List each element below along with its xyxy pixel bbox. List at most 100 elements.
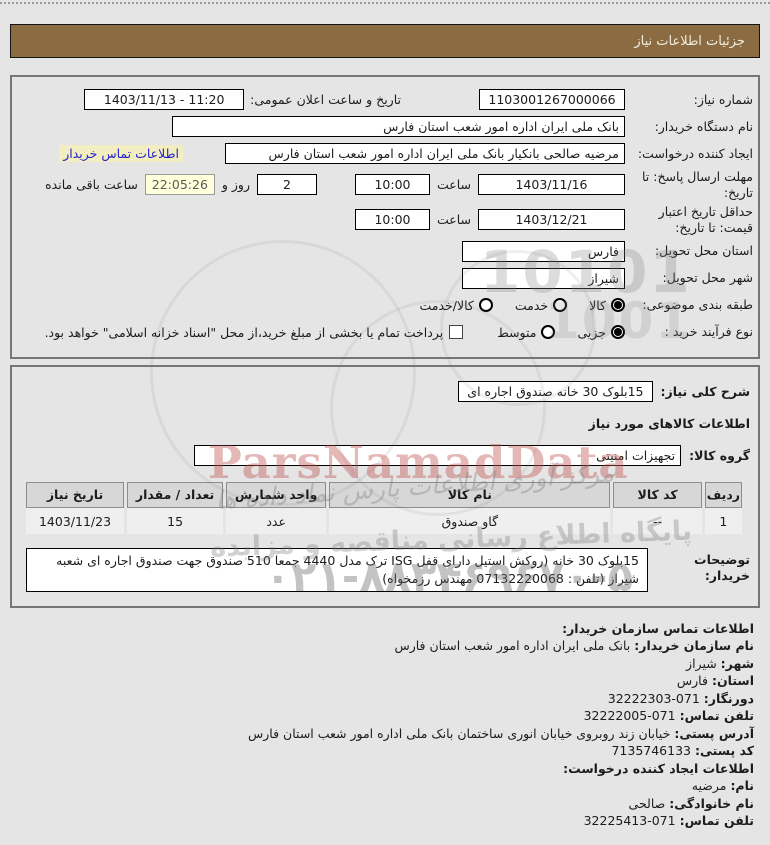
need-description-label: شرح کلی نیاز: [660, 383, 750, 399]
col-unit: واحد شمارش [226, 481, 327, 508]
top-dotted-divider [0, 2, 770, 4]
org-postal-row: کد پستی: 7135746133 [10, 742, 754, 760]
hours-remaining-word: ساعت باقی مانده [45, 177, 138, 193]
row-buyer-org: نام دستگاه خریدار: بانک ملی ایران اداره … [16, 115, 753, 138]
goods-table-header: ردیف کد کالا نام کالا واحد شمارش تعداد /… [25, 481, 742, 508]
row-buyer-notes: توضیحات خریدار: 15بلوک 30 خانه (روکش است… [20, 547, 750, 592]
org-city-row: شهر: شیراز [10, 655, 754, 673]
creator-lastname-row: نام خانوادگی: صالحی [10, 795, 754, 813]
org-phone-label: تلفن تماس: [679, 708, 754, 724]
request-creator-label: ایجاد کننده درخواست: [637, 145, 753, 161]
cell-need-date: 1403/11/23 [25, 507, 125, 534]
buyer-notes-label: توضیحات خریدار: [694, 551, 750, 583]
goods-table: ردیف کد کالا نام کالا واحد شمارش تعداد /… [25, 481, 742, 534]
buyer-org-label: نام دستگاه خریدار: [654, 118, 753, 134]
buyer-contact-link[interactable]: اطلاعات تماس خریدار [59, 145, 183, 162]
org-fax-row: دورنگار: 071-32222303 [10, 690, 754, 708]
row-delivery-city: شهر محل تحویل: شیراز [16, 267, 753, 290]
process-type-label: نوع فرآیند خرید : [664, 324, 753, 340]
cell-unit: عدد [226, 507, 327, 534]
org-name-value: بانک ملی ایران اداره امور شعب استان فارس [394, 638, 631, 654]
treasury-checkbox[interactable] [449, 325, 464, 339]
goods-group-field[interactable]: تجهیزات امنیتی [194, 444, 682, 466]
radio-medium-label: متوسط [497, 324, 537, 340]
validity-time-field[interactable]: 10:00 [354, 209, 430, 231]
need-number-label: شماره نیاز: [693, 91, 753, 107]
radio-goods-service[interactable] [478, 298, 493, 312]
col-need-date: تاریخ نیاز [25, 481, 125, 508]
org-name-label: نام سازمان خریدار: [634, 638, 754, 654]
creator-lastname-value: صالحی [628, 795, 666, 811]
validity-date-field[interactable]: 1403/12/21 [478, 209, 625, 231]
org-city-value: شیراز [686, 655, 717, 671]
col-item-code: کد کالا [613, 481, 702, 508]
deadline-time-field[interactable]: 10:00 [354, 174, 430, 196]
buyer-notes-field[interactable]: 15بلوک 30 خانه (روکش استیل دارای قفل ISG… [26, 547, 648, 592]
creator-info-heading: اطلاعات ایجاد کننده درخواست: [10, 760, 754, 778]
org-phone-row: تلفن تماس: 071-32222005 [10, 707, 754, 725]
radio-service[interactable] [553, 298, 568, 312]
row-response-deadline: مهلت ارسال پاسخ: تا تاریخ: 1403/11/16 سا… [16, 169, 753, 200]
cell-item-code: -- [613, 507, 702, 534]
org-contact-heading: اطلاعات تماس سازمان خریدار: [10, 620, 754, 638]
org-province-row: استان: فارس [10, 672, 754, 690]
org-postal-label: کد پستی: [694, 743, 754, 759]
row-price-validity: حداقل تاریخ اعتبار قیمت: تا تاریخ: 1403/… [16, 204, 753, 235]
org-address-label: آدرس پستی: [674, 725, 754, 741]
org-postal-value: 7135746133 [611, 743, 691, 759]
org-address-value: خیابان زند روبروی خیابان انوری ساختمان ب… [248, 725, 671, 741]
days-and-word: روز و [221, 177, 250, 193]
org-province-value: فارس [676, 673, 708, 689]
response-deadline-label: مهلت ارسال پاسخ: تا تاریخ: [642, 169, 753, 200]
days-remaining-field[interactable]: 2 [256, 174, 317, 196]
org-phone-value: 071-32222005 [583, 708, 676, 724]
cell-item-name: گاو صندوق [329, 507, 611, 534]
row-goods-group: گروه کالا: تجهیزات امنیتی [20, 444, 750, 466]
col-item-name: نام کالا [329, 481, 611, 508]
col-quantity: تعداد / مقدار [127, 481, 224, 508]
col-row-number: ردیف [704, 481, 742, 508]
row-delivery-province: استان محل تحویل: فارس [16, 240, 753, 263]
delivery-city-field[interactable]: شیراز [462, 267, 625, 289]
creator-phone-label: تلفن تماس: [679, 813, 754, 829]
org-address-row: آدرس پستی: خیابان زند روبروی خیابان انور… [10, 725, 754, 743]
radio-minor-label: جزیی [577, 324, 606, 340]
deadline-date-field[interactable]: 1403/11/16 [478, 174, 625, 196]
radio-goods[interactable] [611, 298, 625, 312]
creator-firstname-value: مرضیه [691, 778, 727, 794]
goods-group-label: گروه کالا: [689, 447, 750, 463]
row-classification: طبقه بندی موضوعی: کالا خدمت کالا/خدمت [16, 294, 753, 317]
need-description-field[interactable]: 15بلوک 30 خانه صندوق اجاره ای [458, 380, 653, 402]
org-province-label: استان: [711, 673, 754, 689]
creator-phone-row: تلفن تماس: 071-32225413 [10, 812, 754, 830]
price-validity-label: حداقل تاریخ اعتبار قیمت: تا تاریخ: [658, 204, 753, 235]
request-creator-field[interactable]: مرضیه صالحی بانکیار بانک ملی ایران اداره… [225, 143, 625, 164]
contact-info-block: اطلاعات تماس سازمان خریدار: نام سازمان خ… [10, 620, 754, 830]
countdown-timer: 22:05:26 [144, 174, 215, 196]
row-need-number: شماره نیاز: 1103001267000066 تاریخ و ساع… [16, 88, 753, 111]
creator-firstname-row: نام: مرضیه [10, 777, 754, 795]
table-row: 1 -- گاو صندوق عدد 15 1403/11/23 [25, 507, 742, 534]
announce-datetime-field[interactable]: 1403/11/13 - 11:20 [84, 89, 245, 110]
creator-phone-value: 071-32225413 [583, 813, 676, 829]
radio-minor[interactable] [611, 325, 625, 339]
row-request-creator: ایجاد کننده درخواست: مرضیه صالحی بانکیار… [16, 142, 753, 165]
org-fax-label: دورنگار: [703, 690, 754, 706]
radio-medium[interactable] [541, 325, 556, 339]
cell-row-number: 1 [704, 507, 742, 534]
hour-word: ساعت [436, 177, 471, 193]
hour-word: ساعت [436, 212, 471, 228]
row-process-type: نوع فرآیند خرید : جزیی متوسط پرداخت تمام… [16, 321, 753, 344]
org-fax-value: 071-32222303 [607, 690, 700, 706]
radio-goods-label: کالا [589, 297, 606, 313]
page-title: جزئیات اطلاعات نیاز [10, 24, 760, 58]
creator-info-heading-text: اطلاعات ایجاد کننده درخواست: [563, 760, 754, 776]
buyer-org-field[interactable]: بانک ملی ایران اداره امور شعب استان فارس [172, 116, 625, 137]
announce-label: تاریخ و ساعت اعلان عمومی: [250, 92, 401, 107]
creator-lastname-label: نام خانوادگی: [669, 795, 754, 811]
need-number-field[interactable]: 1103001267000066 [479, 89, 625, 110]
radio-goods-service-label: کالا/خدمت [419, 297, 474, 313]
delivery-province-field[interactable]: فارس [462, 240, 625, 262]
delivery-city-label: شهر محل تحویل: [662, 270, 753, 286]
